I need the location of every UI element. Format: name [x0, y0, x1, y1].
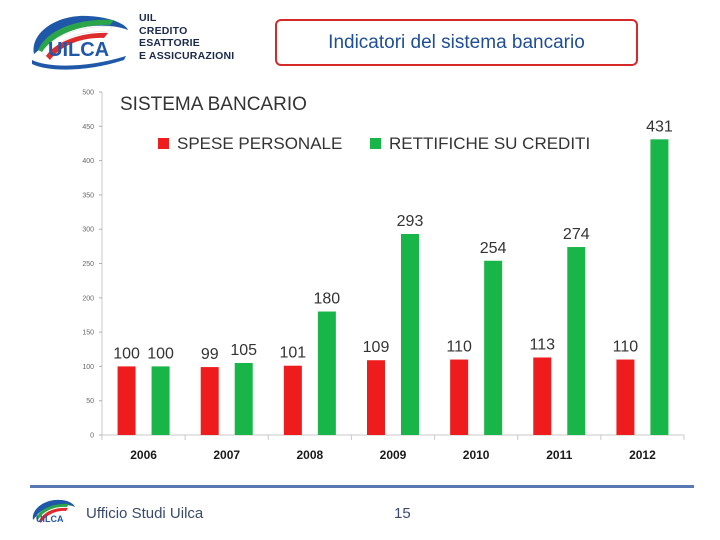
x-axis: 2006 2007 2008 2009 2010 2011 2012	[101, 434, 685, 462]
legend-swatch	[370, 138, 381, 149]
y-tick-label: 150	[82, 330, 94, 337]
data-label: 110	[613, 339, 639, 356]
data-labels: 100 100 99 105 101 180 109 293 110 254 113 274 110 43…	[113, 118, 673, 363]
title-box: Indicatori del sistema bancario	[275, 19, 638, 66]
x-tick-label: 2008	[297, 448, 324, 462]
y-tick-label: 400	[82, 158, 94, 165]
x-tick-label: 2011	[546, 448, 572, 462]
y-tick-label: 350	[82, 192, 94, 199]
y-tick-label: 50	[86, 398, 94, 405]
y-tick-label: 0	[90, 433, 94, 440]
logo-line: CREDITO	[139, 24, 188, 37]
logo-line: ESATTORIE	[139, 37, 200, 49]
data-label: 109	[363, 339, 390, 356]
y-tick-label: 250	[82, 261, 94, 268]
bar-spese-personale	[616, 359, 635, 435]
footer-uilca-logo: UILCA	[32, 499, 75, 524]
footer-divider	[30, 485, 694, 488]
data-label: 180	[314, 291, 341, 308]
legend-label: SPESE PERSONALE	[177, 134, 342, 153]
bar-spese-personale	[533, 357, 552, 435]
data-label: 293	[397, 213, 424, 230]
bar-spese-personale	[283, 365, 302, 435]
legend-swatch	[158, 138, 169, 149]
bar-spese-personale	[200, 367, 219, 435]
y-tick-label: 300	[82, 227, 94, 234]
data-label: 254	[480, 240, 507, 257]
uilca-logo: UILCA UIL CREDITO ESATTORIE E ASSICURAZI…	[28, 6, 238, 76]
x-tick-label: 2012	[629, 448, 656, 462]
data-label: 113	[530, 336, 556, 353]
bar-spese-personale	[450, 359, 469, 435]
bar-rettifiche-su-crediti	[234, 362, 253, 435]
slide-title: Indicatori del sistema bancario	[328, 31, 585, 53]
page-number: 15	[394, 505, 411, 522]
y-tick-label: 100	[82, 364, 94, 371]
bar-rettifiche-su-crediti	[567, 247, 586, 435]
legend-label: RETTIFICHE SU CREDITI	[389, 134, 590, 153]
data-label: 110	[446, 339, 472, 356]
footer-logo-wordmark: UILCA	[36, 514, 64, 524]
y-axis: 0 50 100 150 200 250 300 350 400 450 500	[82, 90, 103, 440]
x-tick-label: 2009	[380, 448, 407, 462]
bar-rettifiche-su-crediti	[401, 234, 419, 435]
footer-label: Ufficio Studi Uilca	[86, 505, 204, 522]
bars	[117, 139, 669, 436]
data-label: 101	[280, 345, 307, 362]
bar-rettifiche-su-crediti	[151, 366, 170, 435]
data-label: 99	[201, 346, 219, 363]
data-label: 100	[147, 345, 174, 362]
x-tick-label: 2006	[130, 448, 157, 462]
y-tick-label: 500	[82, 90, 94, 97]
data-label: 431	[646, 118, 673, 135]
logo-text: UIL CREDITO ESATTORIE E ASSICURAZIONI	[139, 12, 249, 62]
uilca-logo-mark: UILCA	[32, 15, 128, 70]
bar-rettifiche-su-crediti	[484, 260, 503, 435]
bar-spese-personale	[117, 366, 136, 435]
data-label: 274	[563, 226, 590, 243]
y-tick-label: 450	[82, 124, 94, 131]
data-label: 105	[230, 342, 257, 359]
data-label: 100	[113, 345, 140, 362]
chart-legend: SPESE PERSONALE RETTIFICHE SU CREDITI	[158, 134, 590, 153]
y-tick-label: 200	[82, 295, 94, 302]
x-tick-label: 2010	[463, 448, 490, 462]
chart-title: SISTEMA BANCARIO	[120, 94, 307, 115]
bar-chart: SISTEMA BANCARIO SPESE PERSONALE RETTIFIC…	[82, 90, 685, 462]
logo-line: E ASSICURAZIONI	[139, 49, 235, 62]
bar-spese-personale	[367, 360, 385, 435]
bar-rettifiche-su-crediti	[650, 139, 669, 436]
x-tick-label: 2007	[213, 448, 240, 462]
logo-wordmark: UILCA	[48, 39, 109, 61]
logo-line: UIL	[139, 12, 157, 24]
bar-rettifiche-su-crediti	[317, 311, 336, 435]
